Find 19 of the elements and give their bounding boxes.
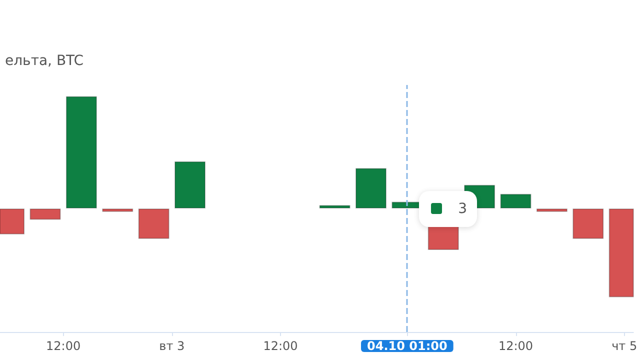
chart-title: ельта, BTC: [5, 53, 84, 69]
tooltip: 3: [419, 190, 478, 226]
x-tick-label: 12:00: [263, 339, 298, 353]
bar: [138, 208, 170, 239]
x-tick-label: 12:00: [498, 339, 534, 353]
x-tick-label: 12:00: [46, 339, 81, 353]
bar: [66, 96, 97, 208]
annotation: 3: [458, 200, 468, 216]
bar: [536, 208, 568, 212]
x-tick-label: вт 3: [159, 339, 185, 353]
bar: [30, 208, 61, 220]
bar: [500, 194, 532, 208]
bar: [355, 168, 386, 208]
bar: [572, 208, 604, 239]
bar: [174, 161, 206, 208]
bar: [319, 205, 350, 208]
x-tick-label: чт 5: [612, 339, 638, 353]
bar: [102, 208, 134, 212]
x-tick-label: 04.10 01:00: [367, 339, 448, 353]
